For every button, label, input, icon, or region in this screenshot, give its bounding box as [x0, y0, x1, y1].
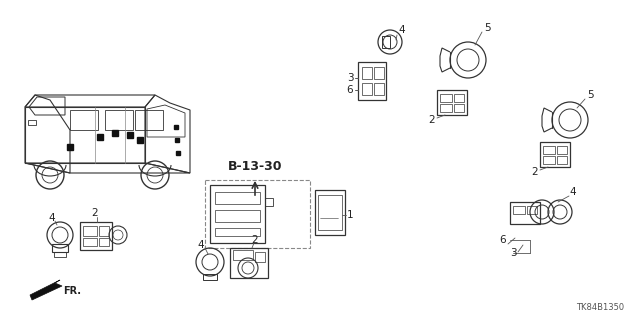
Text: 6: 6 — [347, 85, 353, 95]
Bar — [203, 274, 217, 280]
Text: 4: 4 — [198, 240, 204, 250]
Text: 4: 4 — [570, 187, 576, 197]
Bar — [543, 146, 555, 154]
Text: TK84B1350: TK84B1350 — [576, 303, 624, 313]
Bar — [510, 202, 540, 224]
Polygon shape — [30, 280, 62, 300]
Bar — [454, 104, 464, 112]
Bar — [358, 62, 386, 100]
Bar — [205, 180, 310, 248]
Text: 2: 2 — [92, 208, 99, 218]
Bar — [54, 252, 66, 257]
Bar — [374, 67, 384, 79]
Bar — [543, 156, 555, 164]
Text: 6: 6 — [500, 235, 506, 245]
Bar — [99, 226, 109, 236]
Bar — [454, 94, 464, 102]
Text: 5: 5 — [484, 23, 490, 33]
Bar — [255, 252, 265, 262]
Bar — [513, 206, 525, 214]
Bar — [233, 250, 253, 260]
Bar — [437, 90, 467, 115]
Text: 5: 5 — [587, 90, 593, 100]
Bar — [28, 120, 36, 125]
Text: 4: 4 — [49, 213, 55, 223]
Bar — [215, 228, 260, 236]
Text: B-13-30: B-13-30 — [228, 159, 282, 172]
Bar — [440, 104, 452, 112]
Text: 3: 3 — [509, 248, 516, 258]
Bar — [440, 94, 452, 102]
Bar — [210, 185, 265, 243]
Bar — [99, 238, 109, 246]
Bar — [215, 210, 260, 222]
Text: 1: 1 — [347, 210, 353, 220]
Bar — [557, 156, 567, 164]
Text: 4: 4 — [399, 25, 405, 35]
Text: 2: 2 — [429, 115, 435, 125]
Text: 2: 2 — [252, 235, 259, 245]
Text: FR.: FR. — [63, 286, 81, 296]
Bar — [215, 192, 260, 204]
Bar — [265, 198, 273, 206]
Bar — [318, 195, 342, 230]
Bar — [527, 206, 537, 214]
Bar — [374, 83, 384, 95]
Bar — [315, 190, 345, 235]
Bar — [382, 36, 390, 48]
Bar — [362, 83, 372, 95]
Bar — [83, 226, 97, 236]
Bar — [362, 67, 372, 79]
Bar — [83, 238, 97, 246]
Bar — [230, 248, 268, 278]
Bar — [557, 146, 567, 154]
Bar — [540, 142, 570, 167]
Bar — [52, 244, 68, 252]
Text: 2: 2 — [532, 167, 538, 177]
Bar — [80, 222, 112, 250]
Text: 3: 3 — [347, 73, 353, 83]
